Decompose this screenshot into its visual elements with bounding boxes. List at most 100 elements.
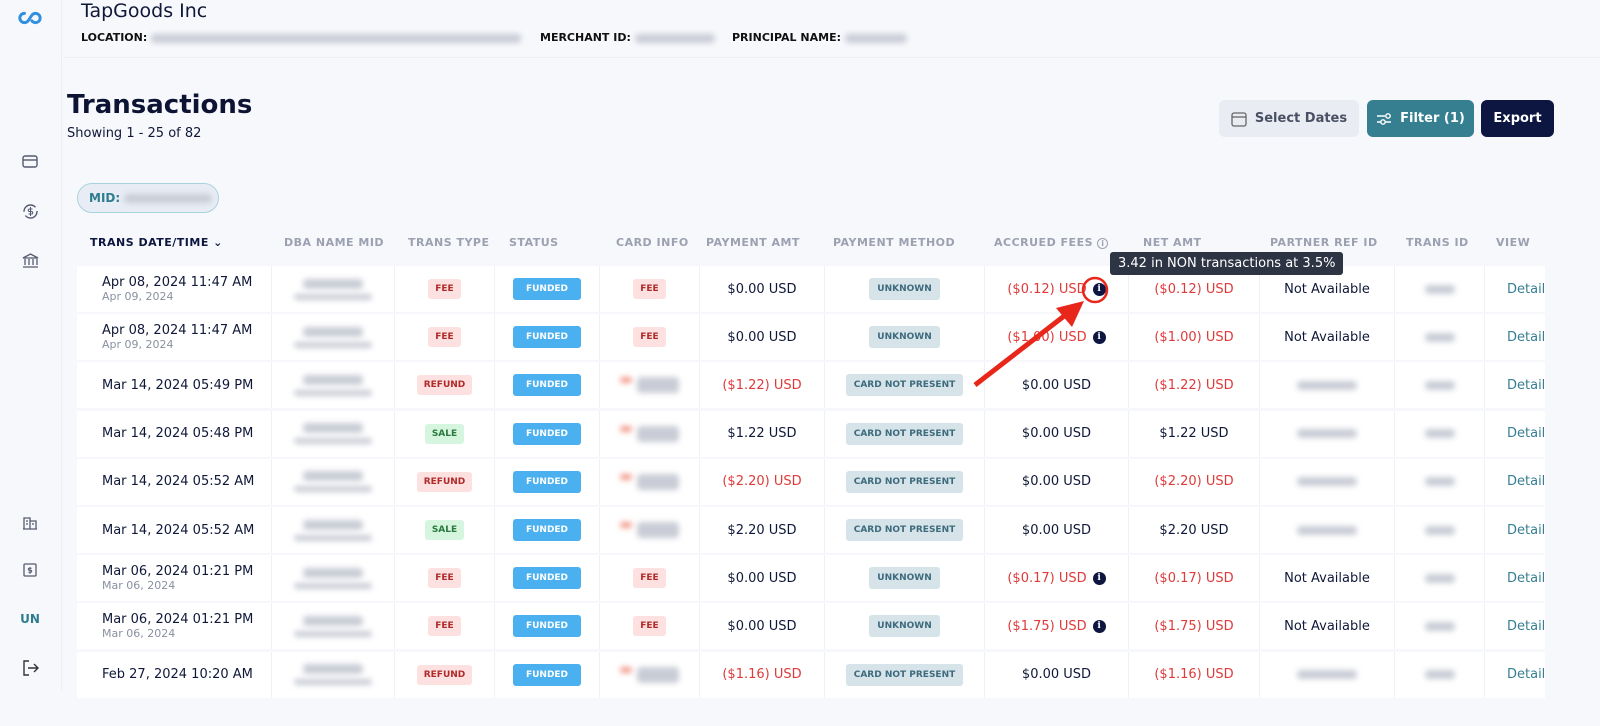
logo-icon[interactable] [18, 6, 42, 30]
table-row[interactable]: Feb 27, 2024 10:20 AM REFUND FUNDED ($1.16)… [77, 651, 1545, 698]
trans-id-redacted [1424, 525, 1455, 535]
cell-trans-date: Mar 14, 2024 05:52 AM [77, 507, 272, 553]
cell-partner-ref [1260, 410, 1395, 457]
principal-redacted [844, 33, 907, 43]
accrued-fee: $0.00 USD [1021, 426, 1092, 442]
table-row[interactable]: Apr 08, 2024 11:47 AM Apr 09, 2024 FEE FUND… [77, 314, 1545, 361]
cell-trans-type: FEE [395, 314, 495, 361]
cell-trans-type: FEE [395, 603, 495, 650]
table-row[interactable]: Mar 14, 2024 05:48 PM SALE FUNDED $1.22 USD… [77, 410, 1545, 457]
cell-payment-method: UNKNOWN [825, 603, 985, 650]
table-row[interactable]: Mar 14, 2024 05:49 PM REFUND FUNDED ($1.22)… [77, 362, 1545, 409]
table-row[interactable]: Mar 06, 2024 01:21 PM Mar 06, 2024 FEE FUND… [77, 603, 1545, 650]
payment-amount: $0.00 USD [727, 281, 797, 297]
logout-icon[interactable] [18, 656, 42, 680]
dba-name-redacted [303, 519, 363, 530]
cell-status: FUNDED [495, 651, 600, 698]
detail-link[interactable]: Detail [1507, 281, 1545, 297]
partner-ref: Not Available [1284, 329, 1370, 345]
cell-net-amt: ($1.75) USD [1129, 603, 1260, 650]
trans-date: Mar 06, 2024 01:21 PM [102, 564, 254, 580]
info-outline-icon[interactable]: i [1097, 238, 1109, 249]
trans-type-badge: FEE [428, 279, 461, 299]
column-header-net-amt[interactable]: NET AMT [1143, 236, 1202, 250]
cell-payment-method: UNKNOWN [825, 266, 985, 312]
cell-payment-amt: $1.22 USD [700, 410, 825, 457]
company-name: TapGoods Inc [81, 0, 208, 22]
building-icon[interactable] [18, 510, 42, 534]
column-header-status[interactable]: STATUS [509, 236, 559, 250]
card-info-badge: FEE [633, 327, 666, 348]
trans-type-badge: FEE [428, 568, 461, 589]
trans-type-badge: SALE [424, 520, 465, 540]
detail-link[interactable]: Detail [1507, 474, 1545, 490]
accrued-fee: ($1.75) USD [1007, 618, 1087, 634]
detail-link[interactable]: Detail [1507, 570, 1545, 586]
cell-card-info: FEE [600, 314, 700, 361]
trans-type-badge: REFUND [416, 664, 473, 685]
column-header-label: CARD INFO [616, 236, 689, 249]
accrued-fee: ($1.00) USD [1007, 329, 1087, 345]
dollar-cycle-icon[interactable] [18, 199, 42, 223]
column-header-trans-date[interactable]: TRANS DATE/TIME ⌄ [90, 236, 223, 250]
payment-method-badge: CARD NOT PRESENT [845, 663, 964, 686]
export-button[interactable]: Export [1481, 100, 1554, 137]
detail-link[interactable]: Detail [1507, 377, 1545, 393]
cell-accrued-fees: $0.00 USD [985, 651, 1129, 698]
cell-payment-amt: $0.00 USD [700, 603, 825, 650]
info-icon[interactable]: i [1092, 571, 1106, 585]
receipt-icon[interactable] [18, 558, 42, 582]
column-header-partner-ref[interactable]: PARTNER REF ID [1270, 236, 1378, 250]
column-header-view[interactable]: VIEW [1496, 236, 1530, 250]
dba-name-redacted [303, 278, 363, 289]
info-icon[interactable]: i [1092, 619, 1106, 633]
column-header-payment-amt[interactable]: PAYMENT AMT [706, 236, 800, 250]
column-header-card-info[interactable]: CARD INFO [616, 236, 689, 250]
mid-filter-chip[interactable]: MID: [77, 183, 219, 213]
column-header-payment-method[interactable]: PAYMENT METHOD [833, 236, 955, 250]
detail-link[interactable]: Detail [1507, 426, 1545, 442]
detail-link[interactable]: Detail [1507, 618, 1545, 634]
detail-link[interactable]: Detail [1507, 522, 1545, 538]
cell-partner-ref: Not Available [1260, 603, 1395, 650]
user-initials[interactable]: UN [20, 612, 40, 626]
dba-name-redacted [303, 374, 363, 385]
select-dates-button[interactable]: Select Dates [1219, 100, 1359, 137]
cell-card-info: FEE [600, 555, 700, 602]
partner-ref: Not Available [1284, 618, 1370, 634]
detail-link[interactable]: Detail [1507, 667, 1545, 683]
cell-trans-type: REFUND [395, 362, 495, 409]
column-header-dba-name[interactable]: DBA NAME MID [284, 236, 384, 250]
cell-trans-type: REFUND [395, 458, 495, 505]
table-row[interactable]: Mar 06, 2024 01:21 PM Mar 06, 2024 FEE FUND… [77, 555, 1545, 602]
trans-date: Apr 08, 2024 11:47 AM [102, 275, 253, 290]
card-icon[interactable] [18, 149, 42, 173]
table-row[interactable]: Mar 14, 2024 05:52 AM SALE FUNDED $2.20 USD… [77, 507, 1545, 553]
cell-dba-name [272, 507, 395, 553]
dba-name-redacted [303, 471, 363, 482]
column-header-accrued-fees[interactable]: ACCRUED FEES i [994, 236, 1109, 250]
payment-amount: ($1.22) USD [722, 377, 802, 393]
table-row[interactable]: Mar 14, 2024 05:52 AM REFUND FUNDED ($2.20)… [77, 458, 1545, 505]
detail-link[interactable]: Detail [1507, 329, 1545, 345]
location-value-redacted [151, 33, 522, 43]
info-icon[interactable]: i [1092, 282, 1106, 296]
bank-icon[interactable] [18, 248, 42, 272]
accrued-fee: ($0.12) USD [1007, 281, 1087, 297]
column-header-trans-type[interactable]: TRANS TYPE [408, 236, 490, 250]
cell-trans-id [1395, 314, 1485, 361]
column-header-trans-id[interactable]: TRANS ID [1406, 236, 1469, 250]
cell-net-amt: ($1.16) USD [1129, 651, 1260, 698]
cell-accrued-fees: $0.00 USD [985, 458, 1129, 505]
info-icon[interactable]: i [1092, 330, 1106, 344]
cell-trans-id [1395, 651, 1485, 698]
cell-card-info [600, 458, 700, 505]
cell-net-amt: ($2.20) USD [1129, 458, 1260, 505]
column-header-label: ACCRUED FEES [994, 236, 1094, 249]
trans-type-badge: FEE [428, 616, 461, 637]
location-info: LOCATION: [81, 31, 522, 44]
filter-button[interactable]: Filter (1) [1367, 100, 1474, 137]
accrued-fee: $0.00 USD [1021, 474, 1092, 490]
payment-amount: $2.20 USD [727, 522, 797, 538]
page-title: Transactions [67, 90, 253, 120]
